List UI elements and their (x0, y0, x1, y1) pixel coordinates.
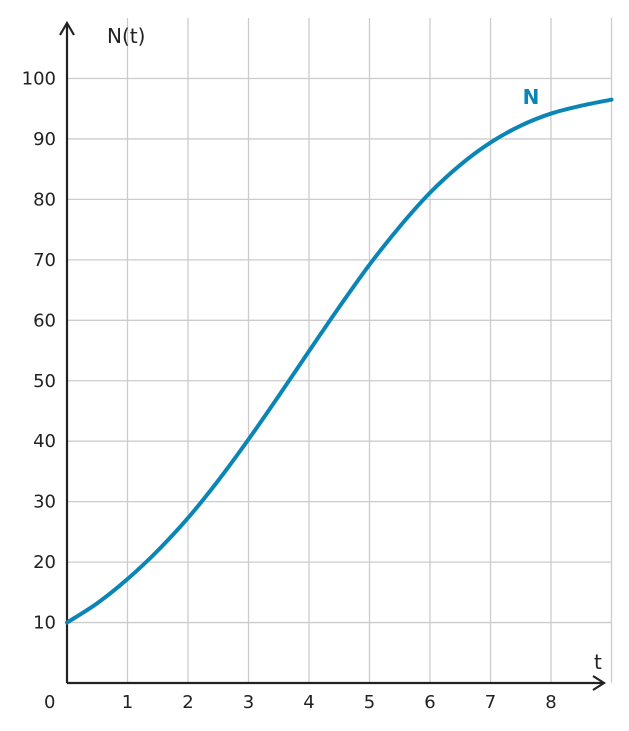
y-axis-title: N(t) (107, 24, 145, 48)
y-tick-label-60: 60 (33, 310, 56, 331)
y-tick-label-80: 80 (33, 189, 56, 210)
x-tick-label-6: 6 (424, 692, 435, 713)
x-tick-label-3: 3 (243, 692, 254, 713)
x-tick-label-7: 7 (485, 692, 496, 713)
y-tick-label-90: 90 (33, 129, 56, 150)
x-tick-label-4: 4 (303, 692, 314, 713)
series-line-0 (65, 97, 614, 625)
y-tick-label-40: 40 (33, 431, 56, 452)
y-tick-label-50: 50 (33, 371, 56, 392)
y-tick-label-70: 70 (33, 250, 56, 271)
y-tick-label-20: 20 (33, 552, 56, 573)
y-tick-label-30: 30 (33, 492, 56, 513)
y-tick-label-10: 10 (33, 613, 56, 634)
series-label-0: N (523, 85, 540, 109)
y-tick-label-100: 100 (22, 69, 56, 90)
tick-labels: 1 2 3 4 5 6 7 8 10 20 30 40 50 60 70 80 90 100 (22, 69, 557, 714)
grid (67, 18, 613, 683)
x-tick-label-5: 5 (364, 692, 375, 713)
origin-label: 0 (44, 692, 55, 713)
x-tick-label-8: 8 (545, 692, 556, 713)
x-axis-title: t (594, 650, 602, 674)
x-axis-arrow-icon (592, 675, 607, 691)
y-axis-arrow-icon (59, 20, 75, 36)
x-tick-label-2: 2 (182, 692, 193, 713)
x-tick-label-1: 1 (122, 692, 133, 713)
axes (59, 20, 607, 691)
series: N (65, 85, 614, 625)
